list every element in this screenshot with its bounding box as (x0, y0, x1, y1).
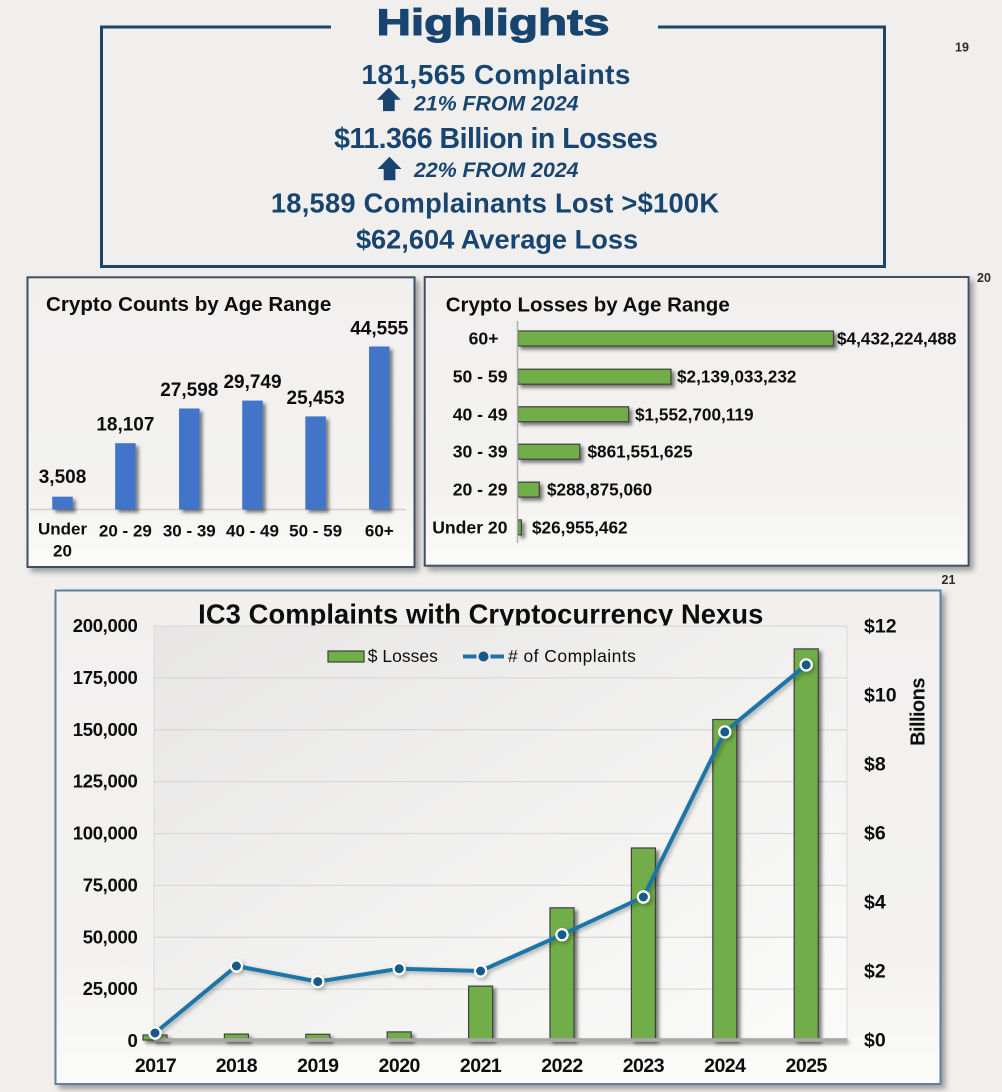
svg-text:$26,955,462: $26,955,462 (532, 517, 628, 537)
svg-text:21% FROM 2024: 21% FROM 2024 (413, 91, 579, 115)
svg-text:25,453: 25,453 (287, 388, 345, 409)
svg-text:2019: 2019 (297, 1055, 339, 1077)
svg-text:22% FROM 2024: 22% FROM 2024 (413, 158, 579, 182)
svg-text:2021: 2021 (460, 1055, 502, 1077)
svg-text:29,749: 29,749 (223, 372, 281, 393)
svg-text:# of Complaints: # of Complaints (508, 646, 636, 666)
svg-text:21: 21 (942, 573, 956, 587)
svg-text:Crypto Counts by Age Range: Crypto Counts by Age Range (46, 293, 331, 316)
svg-text:50 - 59: 50 - 59 (453, 367, 508, 387)
svg-text:IC3 Complaints with Cryptocurr: IC3 Complaints with Cryptocurrency Nexus (198, 599, 763, 630)
svg-text:40 - 49: 40 - 49 (453, 404, 508, 424)
svg-text:30 - 39: 30 - 39 (163, 522, 216, 541)
svg-text:2022: 2022 (541, 1055, 583, 1077)
svg-text:0: 0 (128, 1030, 138, 1051)
svg-text:$1,552,700,119: $1,552,700,119 (635, 404, 754, 424)
svg-text:40 - 49: 40 - 49 (226, 522, 279, 541)
svg-text:18,589 Complainants Lost >$100: 18,589 Complainants Lost >$100K (271, 187, 720, 218)
svg-text:50 - 59: 50 - 59 (289, 522, 342, 541)
svg-text:125,000: 125,000 (73, 771, 138, 792)
svg-text:20 - 29: 20 - 29 (99, 522, 152, 541)
svg-text:$8: $8 (864, 754, 886, 776)
svg-text:60+: 60+ (365, 522, 394, 541)
svg-text:Under 20: Under 20 (432, 517, 508, 537)
svg-text:20 - 29: 20 - 29 (453, 480, 508, 500)
svg-text:44,555: 44,555 (350, 319, 409, 340)
svg-text:2023: 2023 (623, 1055, 665, 1077)
svg-text:75,000: 75,000 (83, 874, 138, 895)
svg-text:2024: 2024 (704, 1055, 746, 1077)
svg-text:2018: 2018 (216, 1055, 258, 1077)
svg-text:100,000: 100,000 (73, 823, 138, 844)
svg-text:$ Losses: $ Losses (368, 646, 438, 666)
svg-text:$10: $10 (864, 685, 897, 707)
svg-text:$11.366 Billion in Losses: $11.366 Billion in Losses (334, 123, 657, 155)
svg-text:Under: Under (38, 520, 88, 539)
svg-text:$6: $6 (864, 823, 886, 845)
svg-text:3,508: 3,508 (39, 467, 87, 488)
svg-text:$12: $12 (864, 616, 897, 638)
svg-text:$4,432,224,488: $4,432,224,488 (837, 329, 957, 349)
svg-text:$2: $2 (864, 961, 886, 983)
svg-text:20: 20 (977, 271, 991, 285)
svg-text:Crypto Losses by Age Range: Crypto Losses by Age Range (446, 293, 730, 316)
svg-text:19: 19 (955, 40, 969, 54)
svg-text:175,000: 175,000 (73, 667, 138, 688)
svg-text:25,000: 25,000 (83, 978, 138, 999)
svg-text:Billions: Billions (908, 678, 930, 746)
svg-text:$2,139,033,232: $2,139,033,232 (677, 367, 796, 387)
svg-text:30 - 39: 30 - 39 (453, 442, 508, 462)
svg-text:20: 20 (53, 542, 72, 561)
svg-text:$4: $4 (864, 892, 886, 914)
svg-text:150,000: 150,000 (73, 719, 138, 740)
svg-text:50,000: 50,000 (83, 926, 138, 947)
svg-text:181,565 Complaints: 181,565 Complaints (361, 59, 631, 90)
svg-text:200,000: 200,000 (73, 615, 138, 636)
svg-text:Highlights: Highlights (376, 2, 609, 43)
svg-text:2017: 2017 (135, 1055, 176, 1077)
svg-text:$62,604 Average Loss: $62,604 Average Loss (356, 224, 638, 255)
svg-text:$861,551,625: $861,551,625 (588, 442, 694, 462)
svg-text:$0: $0 (864, 1030, 886, 1052)
svg-text:2020: 2020 (379, 1055, 421, 1077)
svg-text:60+: 60+ (469, 329, 499, 349)
svg-text:27,598: 27,598 (160, 380, 218, 401)
svg-text:18,107: 18,107 (96, 415, 154, 436)
svg-text:$288,875,060: $288,875,060 (547, 480, 652, 500)
svg-text:2025: 2025 (786, 1055, 828, 1077)
